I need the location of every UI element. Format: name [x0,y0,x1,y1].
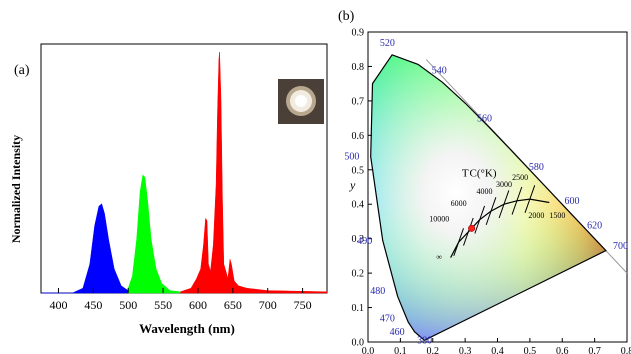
panel-b-xtick-label: 0.7 [588,346,601,354]
cct-label: ∞ [436,252,442,261]
cct-label: 2500 [512,173,528,182]
panel-b-ytick-label: 0.9 [352,28,365,39]
wavelength-label: 520 [380,38,395,49]
planckian-label: T C(°K) [462,168,497,180]
panel-b-ytick-label: 0.8 [352,62,365,73]
measured-color-point [468,224,476,232]
wavelength-label: 580 [529,162,544,173]
isotherm-tick [474,205,486,234]
isotherm-tick [511,186,523,215]
panel-b-ytick-label: 0.3 [352,234,365,245]
panel-a-ylabel: Normalized Intensity [9,135,23,243]
wavelength-label: 540 [432,65,447,76]
panel-a-chart: (a) 400 450 500 550 600 650 700 750 Normalized … [9,43,328,336]
panel-b-xtick-label: 0.6 [556,346,569,354]
isotherm-tick [485,197,497,226]
wavelength-label: 600 [564,196,579,207]
isotherm-tick [498,190,510,219]
panel-b-xtick-label: 0.5 [524,346,537,354]
cct-label: 2000 [528,211,544,220]
panel-b-xtick-label: 0.4 [491,346,504,354]
cct-label: 1500 [549,211,565,220]
wavelength-label: 620 [587,220,602,231]
wavelength-label: 490 [357,236,372,247]
panel-b-xtick-label: 0.2 [427,346,440,354]
spectrum-band-0 [41,203,129,294]
spectrum-band-2 [180,51,328,294]
led-inset-photo [278,79,324,124]
wavelength-label: 700 [613,241,628,252]
cct-label: 4000 [477,187,493,196]
panel-b-chart: (b) y 0.0 0.1 0.2 0.3 0.4 0.5 0.6 0.7 0.80.00.10… [338,9,631,354]
panel-a-xlabel: Wavelength (nm) [139,321,235,336]
cct-label: 6000 [451,199,467,208]
panel-a-xtick-label: 750 [294,298,312,312]
wavelength-label: 380 [417,336,432,347]
spectrum-band-1 [127,174,181,294]
panel-a-xtick-label: 600 [189,298,207,312]
panel-a-xtick-label: 450 [84,298,102,312]
panel-b-ytick-label: 0.7 [352,96,365,107]
panel-b-ytick-label: 0.1 [352,303,365,314]
panel-a-xtick-label: 650 [224,298,242,312]
panel-b-xtick-label: 0.1 [394,346,407,354]
wavelength-label: 470 [380,313,395,324]
wavelength-label: 560 [477,114,492,125]
panel-a-xtick-label: 550 [154,298,172,312]
panel-a-xtick-label: 500 [119,298,137,312]
wavelength-label: 480 [370,286,385,297]
panel-b-xtick-label: 0.3 [459,346,472,354]
panel-b-plot-area: 0.0 0.1 0.2 0.3 0.4 0.5 0.6 0.7 0.8 0.0 0.1 0.2 0.3 0… [344,28,631,354]
panel-b-ytick-label: 0.4 [352,200,365,211]
panel-a-xtick-label: 400 [49,298,67,312]
panel-b-xtick-label: 0.0 [362,346,375,354]
panel-a-plot-area: 400 450 500 550 600 650 700 750 [40,43,328,312]
cct-label: 3000 [496,180,512,189]
wavelength-label: 500 [344,151,359,162]
panel-b-ytick-label: 0.5 [352,165,365,176]
spectral-locus-outline [370,54,607,342]
cct-label: 10000 [429,214,449,223]
panel-b-xtick-label: 0.8 [621,346,631,354]
panel-b-ytick-label: 0.0 [352,338,365,349]
panel-b-ylabel: y [349,178,356,192]
panel-b-label: (b) [338,9,355,24]
isotherm-tick [463,217,474,246]
panel-a-xtick-label: 700 [259,298,277,312]
isotherm-tick [453,228,464,257]
wavelength-label: 460 [390,327,405,338]
panel-b-ytick-label: 0.2 [352,269,365,280]
panel-b-ytick-label: 0.6 [352,131,365,142]
isotherm-tick [524,185,536,213]
panel-a-label: (a) [14,63,30,78]
